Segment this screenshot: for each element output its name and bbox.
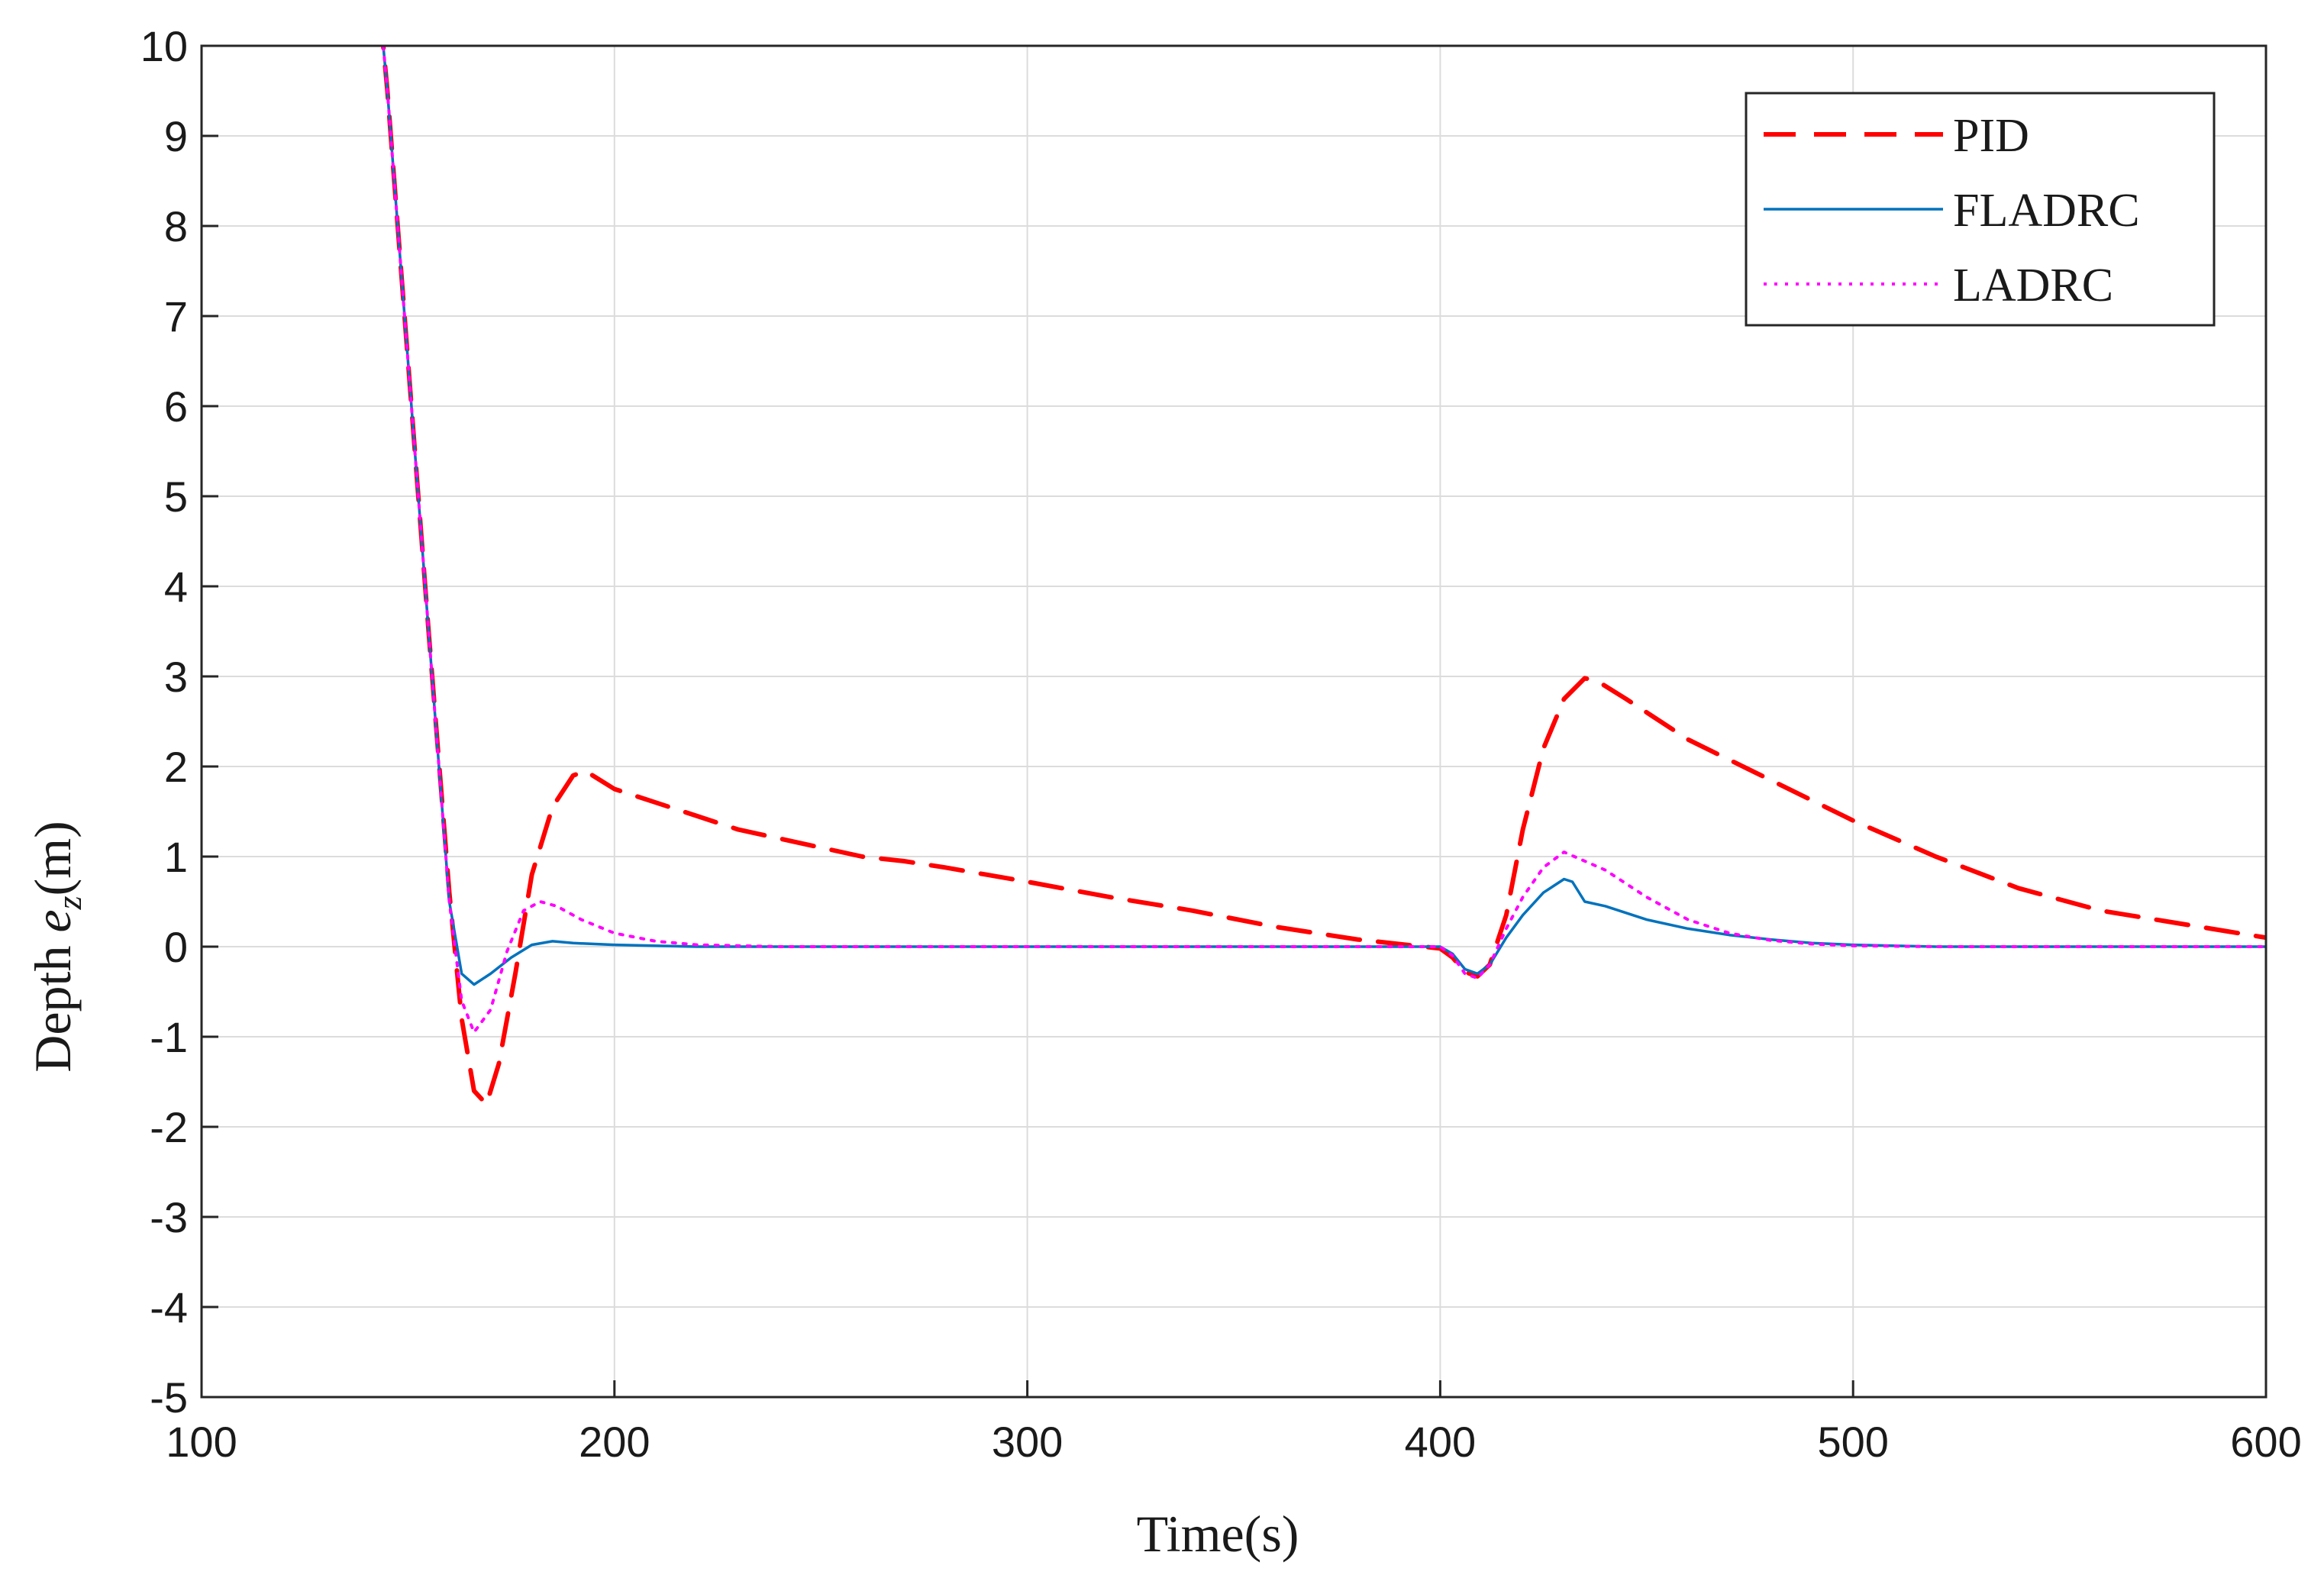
series-line-ladrc xyxy=(381,46,2266,1034)
y-tick-label: -4 xyxy=(150,1283,188,1331)
series-line-pid xyxy=(380,46,2266,1107)
plot-frame xyxy=(200,44,2268,1399)
y-tick-label: 1 xyxy=(164,833,188,881)
y-tick-label: 9 xyxy=(164,112,188,160)
y-tick-label: 8 xyxy=(164,202,188,250)
y-tick-label: 5 xyxy=(164,473,188,521)
x-tick-label: 200 xyxy=(579,1418,650,1466)
y-axis-label-prefix: Depth xyxy=(24,933,82,1073)
legend: PID FLADRC LADRC xyxy=(1745,92,2216,327)
series-line-fladrc xyxy=(382,46,2266,986)
y-axis-label-suffix: (m) xyxy=(24,821,82,896)
y-tick-label: -2 xyxy=(150,1103,188,1151)
y-tick-label: 7 xyxy=(164,292,188,340)
legend-label-pid: PID xyxy=(1953,110,2029,162)
y-tick-label: -3 xyxy=(150,1193,188,1241)
y-axis-label-subscript: z xyxy=(50,896,89,910)
legend-label-fladrc: FLADRC xyxy=(1953,185,2140,237)
y-tick-label: 6 xyxy=(164,382,188,431)
x-tick-label: 300 xyxy=(992,1418,1063,1466)
y-tick-label: -5 xyxy=(150,1373,188,1422)
legend-label-ladrc: LADRC xyxy=(1953,260,2113,311)
y-tick-label: 3 xyxy=(164,653,188,701)
y-tick-label: 10 xyxy=(140,22,188,70)
x-tick-label: 100 xyxy=(166,1418,237,1466)
x-tick-label: 400 xyxy=(1405,1418,1476,1466)
y-tick-label: 0 xyxy=(164,923,188,971)
y-tick-label: -1 xyxy=(150,1013,188,1061)
y-axis-label: Depth ez(m) xyxy=(24,821,89,1072)
x-tick-label: 500 xyxy=(1817,1418,1888,1466)
y-axis-label-variable: e xyxy=(24,909,82,932)
x-axis-label: Time(s) xyxy=(1137,1505,1299,1563)
x-tick-label: 600 xyxy=(2230,1418,2301,1466)
series-layer xyxy=(380,46,2266,1107)
y-tick-label: 2 xyxy=(164,743,188,791)
y-tick-label: 4 xyxy=(164,563,188,611)
